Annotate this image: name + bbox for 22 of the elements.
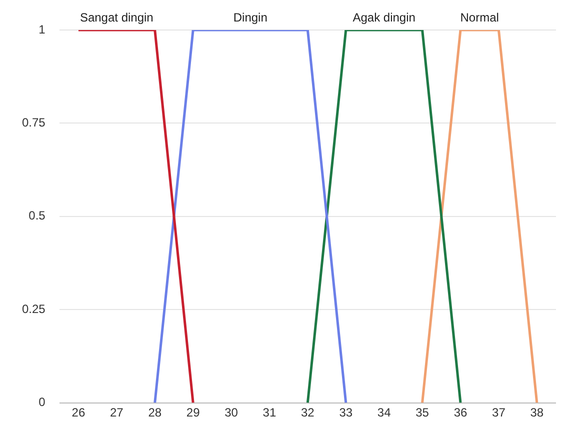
y-tick-label: 0.75: [22, 116, 46, 130]
x-tick-label: 29: [186, 405, 200, 420]
x-tick-label: 34: [377, 405, 392, 420]
y-tick-label: 0.5: [28, 208, 46, 223]
x-tick-label: 30: [224, 405, 238, 420]
x-tick-label: 31: [262, 405, 276, 420]
x-tick-label: 38: [530, 405, 544, 420]
series-label: Sangat dingin: [80, 10, 154, 24]
x-tick-label: 37: [492, 405, 506, 420]
x-tick-label: 36: [454, 405, 468, 420]
x-tick-label: 35: [416, 405, 430, 420]
y-tick-label: 0.25: [22, 302, 46, 316]
series-label: Agak dingin: [352, 10, 416, 24]
x-tick-label: 32: [301, 405, 315, 420]
x-tick-label: 26: [72, 405, 86, 420]
y-tick-label: 1: [38, 22, 46, 36]
x-tick-label: 27: [110, 405, 124, 420]
series-label: Normal: [460, 10, 499, 24]
series-label: Dingin: [233, 10, 268, 24]
x-tick-label: 33: [339, 405, 353, 420]
x-tick-label: 28: [148, 405, 162, 420]
y-tick-label: 0: [38, 395, 46, 410]
